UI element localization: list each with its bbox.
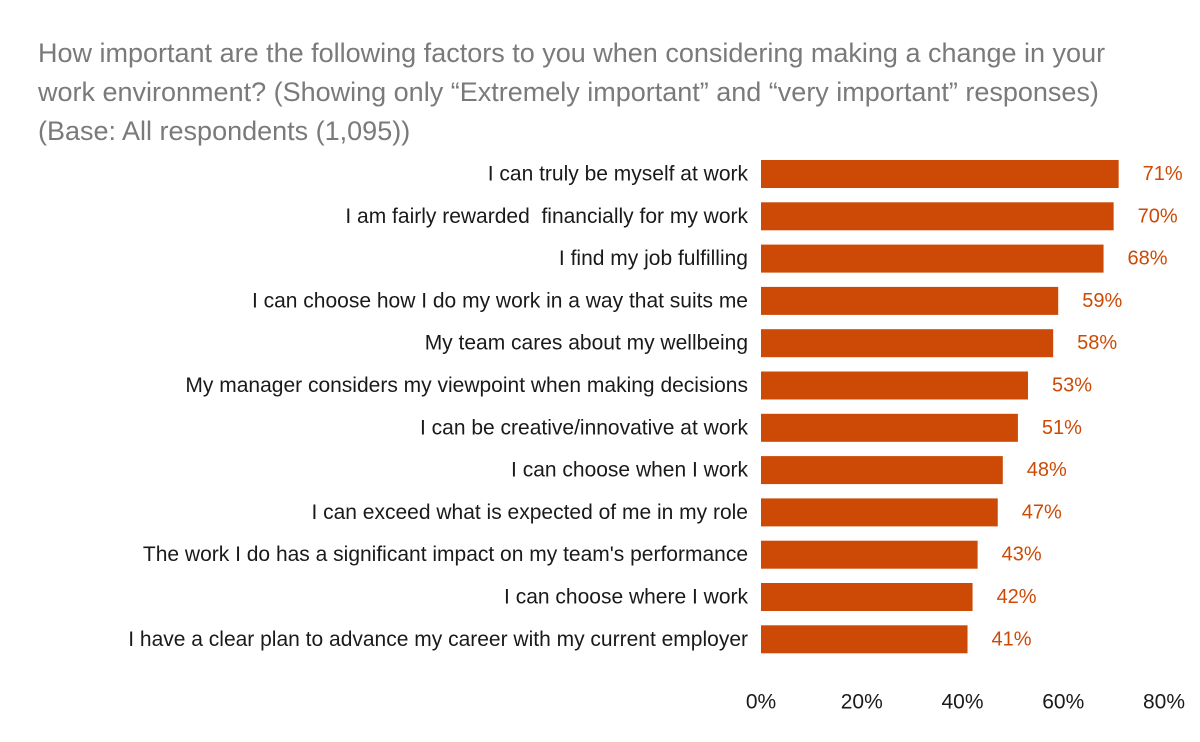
value-labels: 71% 70% 68% 59% 58% 53% 51% 48% 47% 43% 42% 41% (992, 163, 1183, 650)
x-tick-label: 20% (841, 691, 883, 714)
data-label: 47% (1022, 501, 1062, 523)
data-label: 58% (1077, 332, 1117, 354)
bar (761, 413, 1018, 442)
category-label: The work I do has a significant impact o… (143, 543, 748, 566)
category-label: I can choose how I do my work in a way t… (252, 289, 748, 312)
bars-group (761, 160, 1119, 654)
bar (761, 583, 973, 611)
data-label: 43% (1002, 544, 1042, 566)
category-label: My manager considers my viewpoint when m… (185, 374, 748, 397)
x-tick-label: 0% (746, 691, 776, 714)
bar (761, 329, 1054, 358)
bar (761, 540, 978, 569)
data-label: 71% (1143, 163, 1183, 185)
data-label: 70% (1138, 205, 1178, 227)
data-label: 59% (1082, 290, 1122, 312)
category-labels: I can truly be myself at work I am fairly… (128, 163, 748, 651)
category-label: I can choose when I work (511, 459, 748, 482)
data-label: 51% (1042, 417, 1082, 439)
bar (761, 371, 1028, 400)
data-label: 53% (1052, 375, 1092, 397)
bar (761, 456, 1003, 485)
category-label: I can truly be myself at work (488, 163, 749, 186)
bar (761, 498, 998, 527)
x-tick-label: 80% (1143, 691, 1185, 714)
x-axis: 0% 20% 40% 60% 80% (746, 691, 1185, 714)
bar (761, 244, 1104, 273)
x-tick-label: 40% (941, 691, 983, 714)
category-label: My team cares about my wellbeing (425, 332, 748, 355)
category-label: I can exceed what is expected of me in m… (311, 501, 748, 524)
category-label: I can be creative/innovative at work (420, 416, 749, 439)
bar (761, 286, 1059, 315)
category-label: I find my job fulfilling (559, 247, 748, 270)
category-label: I have a clear plan to advance my career… (128, 628, 748, 651)
data-label: 48% (1027, 459, 1067, 481)
chart-title: How important are the following factors … (38, 38, 1106, 146)
x-tick-label: 60% (1042, 691, 1084, 714)
bar (761, 625, 968, 654)
bar (761, 160, 1119, 188)
bar (761, 202, 1114, 231)
data-label: 68% (1128, 248, 1168, 270)
category-label: I can choose where I work (504, 586, 748, 609)
category-label: I am fairly rewarded financially for my … (345, 205, 748, 228)
data-label: 42% (997, 586, 1037, 608)
data-label: 41% (992, 628, 1032, 650)
